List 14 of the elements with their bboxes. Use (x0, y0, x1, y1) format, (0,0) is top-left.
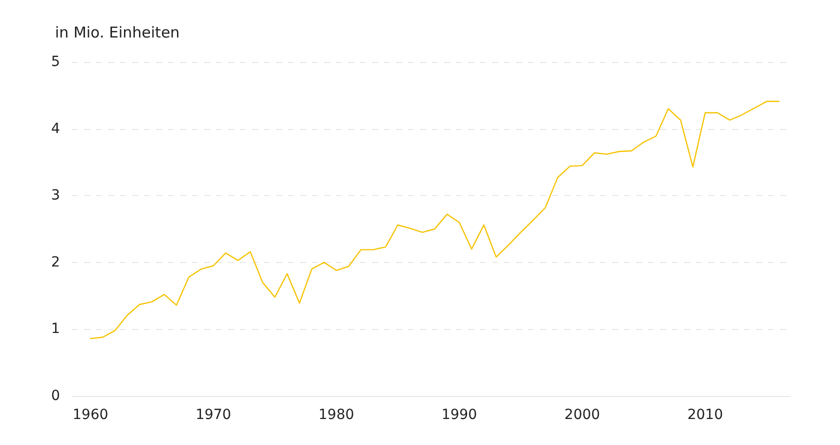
x-tick-label: 2010 (687, 407, 723, 423)
line-series (90, 100, 780, 340)
x-tick-label: 1980 (318, 407, 354, 423)
x-tick-label: 2000 (564, 407, 600, 423)
y-tick-label: 5 (51, 54, 60, 70)
y-tick-label: 2 (51, 254, 60, 270)
x-tick-label: 1970 (196, 407, 232, 423)
y-axis-title: in Mio. Einheiten (55, 24, 180, 42)
y-tick-label: 1 (51, 321, 60, 338)
y-tick-label: 0 (51, 388, 60, 404)
x-tick-label: 1960 (72, 407, 108, 423)
x-tick-label: 1990 (441, 407, 478, 423)
y-tick-label: 4 (51, 120, 60, 137)
y-tick-label: 3 (51, 188, 60, 204)
